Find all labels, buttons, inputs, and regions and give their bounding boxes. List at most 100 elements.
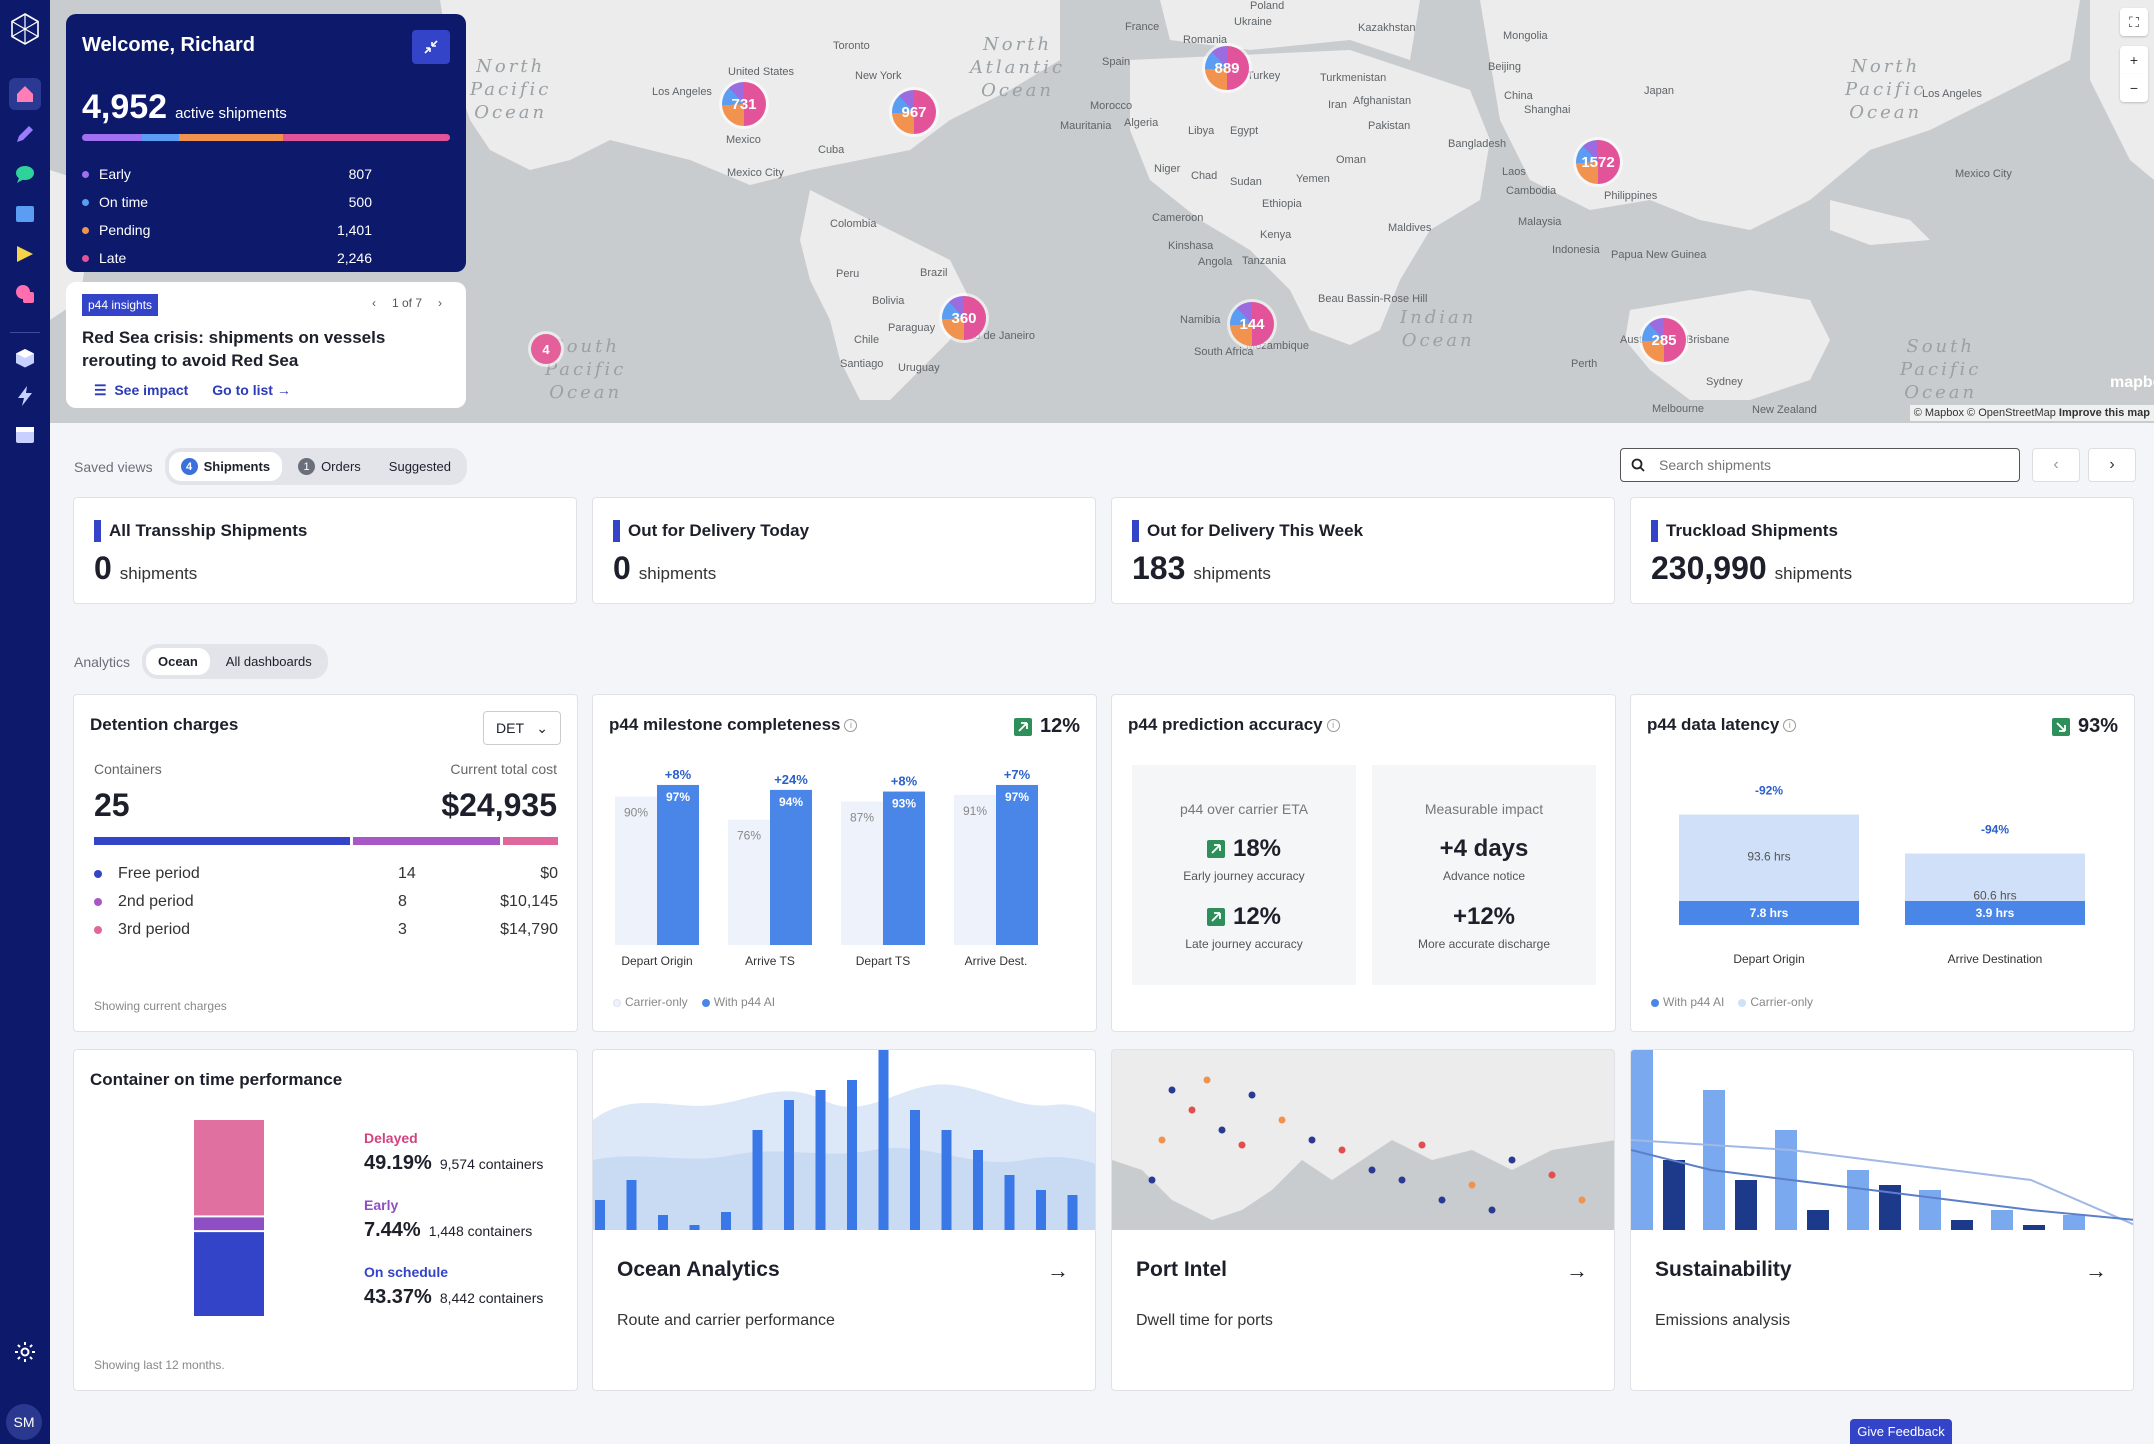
delta-label: +8% [665, 767, 692, 782]
map-place-label: China [1504, 90, 1533, 102]
category-label: Depart TS [856, 954, 910, 968]
box-icon[interactable] [9, 342, 41, 374]
prev-insight-icon[interactable]: ‹ [371, 296, 376, 310]
search-box[interactable] [1620, 448, 2020, 482]
search-icon [1631, 458, 1645, 472]
map-place-label: Angola [1198, 256, 1233, 268]
zoom-in-button[interactable]: + [2120, 46, 2148, 74]
calendar-icon[interactable] [9, 418, 41, 450]
measurable-impact-box: Measurable impact +4 days Advance notice… [1372, 765, 1596, 985]
arrow-right-icon[interactable]: → [1566, 1258, 1588, 1283]
with-p44-bar [883, 791, 925, 945]
detention-charges-card[interactable]: Detention charges DET ⌄ Containers Curren… [73, 694, 578, 1032]
shipment-cluster-marker[interactable]: 360 [942, 296, 986, 340]
ocean-analytics-tile[interactable]: Ocean Analytics → Route and carrier perf… [592, 1049, 1096, 1391]
data-latency-card[interactable]: p44 data latency i 93% 93.6 hrs 7.8 hrs -92… [1630, 694, 2135, 1032]
shipment-cluster-marker[interactable]: 889 [1205, 46, 1249, 90]
analytics-bar: Analytics Ocean All dashboards [74, 644, 328, 679]
ontime-stat: Early 7.44% 1,448 containers [364, 1197, 532, 1242]
port-dot [1548, 1171, 1556, 1179]
total-cost: $24,935 [441, 787, 557, 823]
saved-view-card[interactable]: All Transship Shipments 0 shipments [73, 497, 577, 604]
info-icon[interactable]: i [1783, 719, 1797, 733]
early-accuracy: 18% [1132, 835, 1356, 863]
carrier-only-bar [728, 819, 770, 945]
prediction-accuracy-card[interactable]: p44 prediction accuracy i p44 over carrie… [1111, 694, 1616, 1032]
saved-view-card[interactable]: Out for Delivery Today 0 shipments [592, 497, 1096, 604]
period-count: 14 [398, 865, 416, 882]
port-intel-tile[interactable]: Port Intel → Dwell time for ports [1111, 1049, 1615, 1391]
edit-icon[interactable] [9, 118, 41, 150]
det-select[interactable]: DET ⌄ [483, 711, 561, 745]
sustainability-tile[interactable]: Sustainability → Emissions analysis [1630, 1049, 2134, 1391]
map-place-label: Bolivia [872, 295, 905, 307]
map-place-label: Laos [1502, 166, 1526, 178]
p44-logo-icon[interactable] [8, 12, 42, 46]
view-title: Out for Delivery This Week [1132, 520, 1594, 542]
insight-headline[interactable]: Red Sea crisis: shipments on vessels rer… [82, 328, 386, 370]
shipment-cluster-marker[interactable]: 731 [722, 82, 766, 126]
tab-shipments[interactable]: 4 Shipments [168, 452, 283, 481]
tab-all-dashboards[interactable]: All dashboards [225, 654, 312, 669]
milestone-completeness-card[interactable]: p44 milestone completeness i 12% 90% 97% +8… [592, 694, 1097, 1032]
info-icon[interactable]: i [1326, 719, 1340, 733]
arrow-right-icon[interactable]: → [1047, 1258, 1069, 1283]
reports-icon[interactable] [9, 278, 41, 310]
give-feedback-button[interactable]: Give Feedback [1850, 1419, 1952, 1444]
zoom-out-button[interactable]: − [2120, 74, 2148, 102]
tab-ocean[interactable]: Ocean [146, 648, 210, 675]
delta-label: -94% [1981, 822, 2009, 836]
prev-views-button[interactable]: ‹ [2032, 448, 2080, 482]
milestone-title-wrap: p44 milestone completeness i [609, 715, 858, 735]
shipment-cluster-marker[interactable]: 967 [892, 90, 936, 134]
arrow-right-icon[interactable]: → [2085, 1258, 2107, 1283]
saved-view-card[interactable]: Out for Delivery This Week 183 shipments [1111, 497, 1615, 604]
search-input[interactable] [1659, 457, 1999, 473]
see-impact-link[interactable]: ☰ See impact [94, 382, 189, 398]
advance-notice-label: Advance notice [1442, 869, 1526, 883]
sidebar: SM [0, 0, 50, 1444]
detention-title: Detention charges [90, 715, 239, 734]
view-title-text: Truckload Shipments [1666, 521, 1838, 540]
collapse-button[interactable] [412, 30, 450, 64]
next-views-button[interactable]: › [2088, 448, 2136, 482]
shipment-cluster-marker[interactable]: 285 [1642, 318, 1686, 362]
next-insight-icon[interactable]: › [438, 296, 442, 310]
chat-icon[interactable] [9, 158, 41, 190]
shipment-cluster-marker[interactable]: 4 [531, 334, 561, 364]
user-avatar[interactable]: SM [6, 1404, 42, 1440]
shipment-cluster-marker[interactable]: 144 [1230, 302, 1274, 346]
map-place-label: South Africa [1194, 346, 1254, 358]
status-row[interactable]: On time 500 [82, 188, 372, 216]
status-row[interactable]: Late 2,246 [82, 244, 372, 272]
status-bar-segment [141, 134, 180, 141]
fullscreen-icon[interactable]: ⛶ [2120, 8, 2148, 36]
tab-orders[interactable]: 1 Orders [286, 452, 373, 481]
settings-gear-icon[interactable] [13, 1340, 37, 1364]
view-accent [1651, 520, 1658, 542]
container-ontime-card[interactable]: Container on time performance Delayed 49.… [73, 1049, 578, 1391]
carrier-only-label: 91% [963, 804, 987, 818]
area-shape [593, 1147, 1095, 1230]
tab-suggested[interactable]: Suggested [377, 452, 463, 481]
map-attribution[interactable]: © Mapbox © OpenStreetMap Improve this ma… [1909, 405, 2154, 421]
carrier-only-label: 90% [624, 806, 648, 820]
lightning-icon[interactable] [9, 380, 41, 412]
status-row[interactable]: Pending 1,401 [82, 216, 372, 244]
analytics-icon[interactable] [9, 198, 41, 230]
flag-icon[interactable] [9, 238, 41, 270]
shipment-cluster-marker[interactable]: 1572 [1576, 140, 1620, 184]
port-dot [1368, 1166, 1376, 1174]
view-count-unit: shipments [119, 564, 198, 583]
home-icon[interactable] [9, 78, 41, 110]
go-to-list-link[interactable]: Go to list → [212, 382, 291, 398]
map-place-label: Namibia [1180, 314, 1221, 326]
saved-view-card[interactable]: Truckload Shipments 230,990 shipments [1630, 497, 2134, 604]
status-name: Late [99, 250, 127, 266]
map-place-label: Turkmenistan [1320, 72, 1387, 84]
map-place-label: Chad [1191, 170, 1218, 182]
preview-bar [626, 1180, 637, 1230]
legend-with-p44: With p44 AI [1651, 995, 1724, 1009]
status-row[interactable]: Early 807 [82, 160, 372, 188]
info-icon[interactable]: i [844, 719, 858, 733]
